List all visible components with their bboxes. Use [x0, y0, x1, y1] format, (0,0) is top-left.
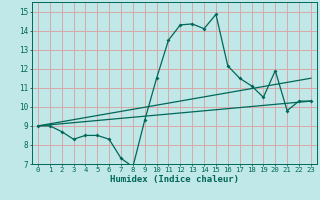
X-axis label: Humidex (Indice chaleur): Humidex (Indice chaleur): [110, 175, 239, 184]
